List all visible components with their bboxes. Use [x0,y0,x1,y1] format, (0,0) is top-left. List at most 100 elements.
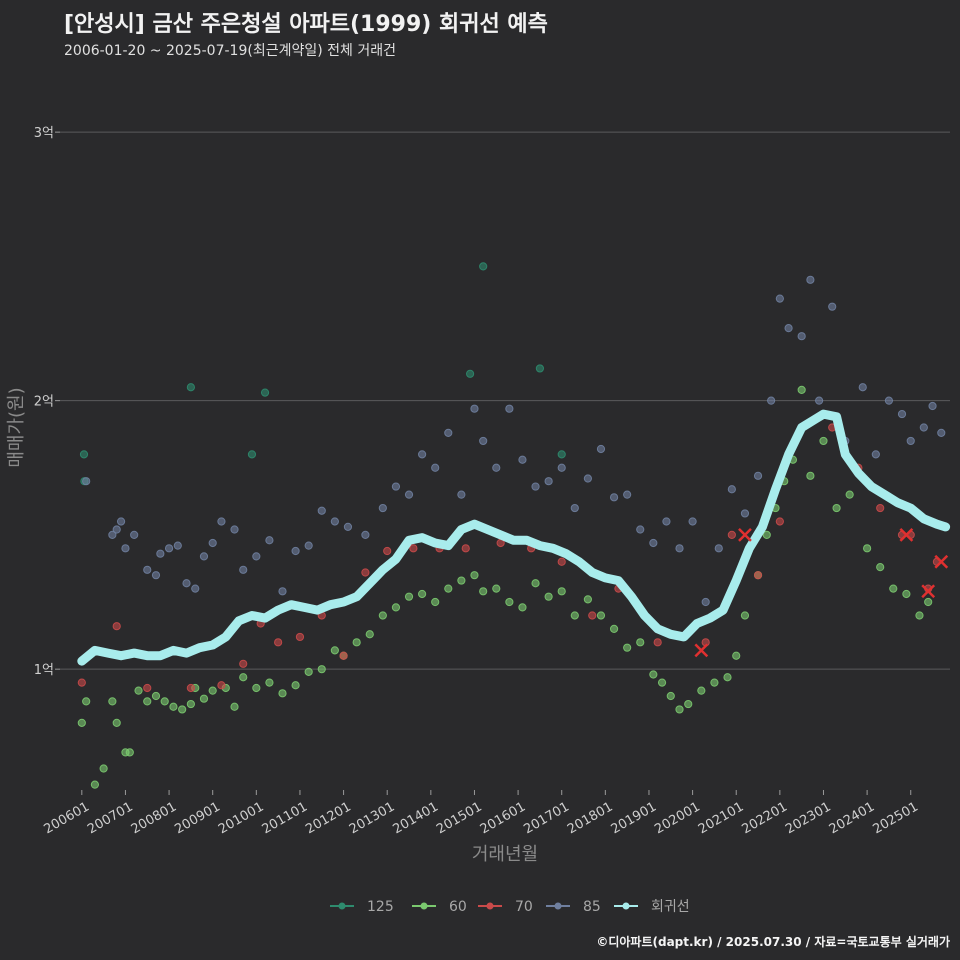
point-85 [531,482,540,491]
point-60 [732,651,741,660]
point-85 [199,552,209,561]
legend: 125 60 70 85 회귀선 [330,899,690,915]
point-85 [173,541,182,550]
point-60 [186,699,195,709]
point-60 [845,490,854,499]
point-60 [666,691,675,701]
point-85 [330,517,339,526]
point-85 [596,444,606,454]
point-85 [897,409,907,419]
legend-label: 회귀선 [651,899,690,915]
point-60 [819,436,828,446]
point-85 [806,275,815,284]
x-tick-label: 200901 [172,799,222,837]
point-125 [186,383,195,392]
point-85 [444,428,453,437]
point-85 [164,544,174,553]
point-85 [727,485,736,494]
point-60 [697,686,706,695]
point-85 [112,525,121,534]
point-125 [535,364,545,373]
point-85 [291,546,300,556]
point-85 [919,423,928,432]
point-85 [505,404,514,413]
point-60 [518,603,527,612]
legend-label: 60 [449,899,467,915]
x-tick-label: 201801 [565,799,615,837]
point-85 [217,517,226,526]
point-60 [657,678,667,687]
point-85 [906,436,915,446]
point-85 [121,544,130,553]
y-tick-label: 2억 [34,395,54,410]
point-60 [675,705,684,714]
x-tick-label: 201201 [303,799,353,837]
x-tick-label: 201501 [434,799,484,837]
point-70 [653,638,662,647]
point-85 [156,549,165,558]
x-tick-label: 202001 [652,799,702,837]
point-85 [937,428,946,437]
point-70 [557,557,566,566]
point-85 [304,541,313,550]
point-60 [924,597,933,607]
chart-title: [안성시] 금산 주은청설 아파트(1999) 회귀선 예측 [64,12,548,37]
point-60 [239,673,248,682]
point-60 [90,780,100,789]
point-70 [588,611,597,620]
point-85 [928,401,937,411]
point-70 [77,678,86,687]
x-tick-label: 202101 [696,799,746,837]
x-tick-label: 201301 [347,799,397,837]
point-60 [230,702,239,711]
y-axis-title: 매매가(원) [6,387,27,467]
point-125 [479,262,488,271]
regression-line [77,409,951,666]
point-60 [77,718,86,727]
point-60 [160,697,169,706]
x-tick-label: 202201 [740,799,790,837]
legend-swatch-dot [338,902,346,910]
point-60 [125,748,134,757]
x-axis-title: 거래년월 [472,844,538,865]
point-85 [609,493,619,502]
point-85 [688,517,697,526]
point-85 [457,490,466,499]
cancelled-mark [694,643,709,658]
point-85 [828,302,837,311]
point-60 [278,689,287,698]
point-70 [753,571,763,580]
point-60 [902,589,911,599]
point-60 [151,691,161,701]
legend-label: 125 [367,899,394,915]
point-85 [701,597,710,607]
point-85 [317,506,326,515]
legend-swatch-dot [554,902,562,910]
legend-label: 70 [515,899,533,915]
point-85 [740,509,750,518]
point-60 [740,611,750,620]
point-70 [274,638,283,647]
point-125 [247,450,257,459]
point-60 [876,563,885,572]
point-125 [465,369,475,378]
x-tick-label: 202301 [783,799,833,837]
point-125 [557,450,566,459]
point-85 [518,455,527,464]
point-85 [570,503,579,513]
point-85 [404,490,414,499]
point-60 [544,592,553,601]
point-85 [753,471,763,480]
y-axis: 1억 2억 3억 [34,126,60,678]
point-85 [252,552,261,561]
point-60 [596,611,606,620]
gridlines [60,131,950,670]
point-70 [727,530,736,540]
point-85 [544,477,553,486]
cancelled-marks [694,528,949,658]
point-85 [884,396,894,405]
point-70 [295,632,305,642]
regression-line-path [77,409,951,666]
point-70 [339,651,348,660]
